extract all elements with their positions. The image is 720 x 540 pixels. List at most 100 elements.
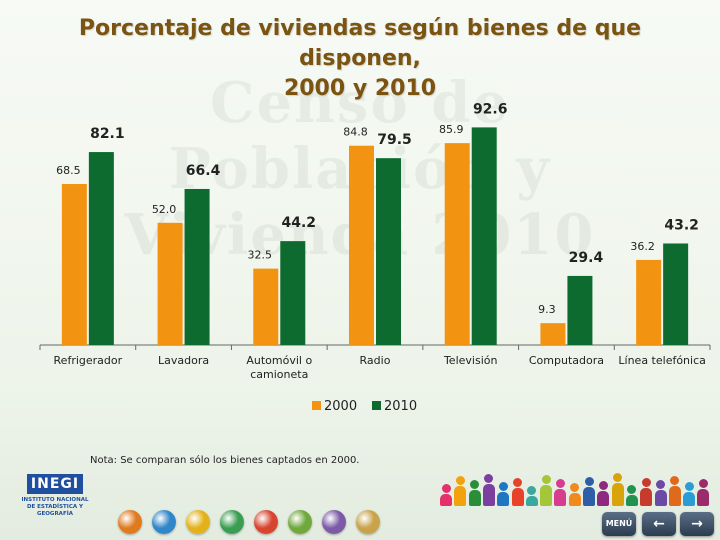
person-head [641, 478, 651, 487]
category-label: camioneta [250, 368, 308, 381]
data-label-2010: 92.6 [473, 101, 508, 117]
logo-text-line2: DE ESTADÍSTICA Y GEOGRAFÍA [26, 504, 84, 517]
person-figure-icon [583, 477, 595, 506]
logo-text: INSTITUTO NACIONAL DE ESTADÍSTICA Y GEOG… [10, 497, 100, 518]
person-figure-icon [525, 486, 538, 506]
bar-2010 [471, 127, 497, 345]
data-label-2010: 79.5 [377, 132, 412, 148]
section-nav-icon[interactable] [118, 510, 142, 534]
person-head [570, 483, 580, 492]
legend-swatch-2010 [372, 401, 381, 410]
section-nav-icon[interactable] [186, 510, 210, 534]
arrow-right-icon: → [691, 516, 703, 532]
person-body [440, 494, 452, 506]
category-label: Refrigerador [54, 354, 123, 367]
chart-title: Porcentaje de viviendas según bienes de … [20, 14, 700, 104]
arrow-left-icon: ← [653, 516, 665, 532]
person-head [670, 476, 680, 485]
legend-label-2010: 2010 [384, 399, 417, 414]
data-label-2000: 36.2 [630, 240, 655, 253]
person-figure-icon [668, 476, 681, 506]
data-label-2010: 43.2 [664, 217, 699, 233]
person-head [484, 474, 494, 483]
bar-2000 [61, 184, 87, 345]
person-body [454, 486, 467, 506]
person-figure-icon [554, 479, 567, 506]
person-figure-icon [625, 485, 638, 506]
person-figure-icon [654, 480, 667, 506]
person-head [441, 484, 451, 493]
bar-2000 [253, 268, 279, 345]
person-figure-icon [440, 484, 452, 506]
section-nav-icon[interactable] [152, 510, 176, 534]
data-label-2000: 85.9 [439, 123, 464, 136]
section-nav-icon[interactable] [220, 510, 244, 534]
data-label-2000: 68.5 [56, 164, 81, 177]
person-head [598, 481, 608, 490]
data-label-2000: 52.0 [152, 203, 177, 216]
bar-2010 [376, 158, 401, 345]
bar-2000 [540, 323, 566, 345]
category-label: Línea telefónica [618, 354, 705, 367]
legend-swatch-2000 [312, 401, 321, 410]
person-figure-icon [611, 473, 624, 506]
bar-2000 [444, 143, 470, 345]
logo-text-line1: INSTITUTO NACIONAL [21, 497, 89, 503]
chart-title-line1: Porcentaje de viviendas según bienes de … [78, 16, 642, 71]
person-body [697, 489, 710, 506]
person-body [540, 485, 553, 506]
category-label: Automóvil o [246, 354, 312, 367]
person-figure-icon [454, 476, 467, 506]
category-label: Computadora [529, 354, 604, 367]
bar-2010 [280, 241, 306, 345]
data-label-2000: 9.3 [538, 303, 556, 316]
bar-2010 [663, 243, 689, 345]
bar-2010 [567, 275, 593, 345]
legend-label-2000: 2000 [324, 399, 357, 414]
person-figure-icon [697, 479, 710, 506]
person-head [541, 475, 551, 484]
data-label-2010: 44.2 [282, 215, 317, 231]
person-figure-icon [497, 482, 510, 506]
person-head [455, 476, 465, 485]
section-nav-icon[interactable] [288, 510, 312, 534]
person-body [525, 496, 538, 506]
person-head [470, 480, 480, 489]
menu-button[interactable]: MENÚ [602, 512, 636, 536]
category-label: Televisión [443, 354, 498, 367]
person-body [583, 487, 595, 506]
person-body [597, 491, 610, 506]
bar-2000 [157, 222, 183, 345]
footnote: Nota: Se comparan sólo los bienes captad… [90, 455, 360, 466]
person-body [568, 493, 581, 506]
bar-2000 [636, 259, 662, 345]
person-head [527, 486, 537, 495]
section-nav-icon[interactable] [356, 510, 380, 534]
person-body [554, 489, 567, 506]
person-head [584, 477, 594, 486]
section-nav-icon[interactable] [254, 510, 278, 534]
person-head [698, 479, 708, 488]
bar-chart: 68.5 82.1 Refrigerador 52.0 66.4 Lavadora 32.5… [39, 101, 711, 414]
data-label-2010: 66.4 [186, 163, 221, 179]
person-figure-icon [640, 478, 653, 506]
data-label-2010: 82.1 [90, 126, 125, 142]
person-body [497, 492, 510, 506]
person-head [513, 478, 522, 487]
data-label-2000: 32.5 [248, 249, 273, 262]
person-head [656, 480, 665, 489]
data-label-2010: 29.4 [569, 250, 604, 266]
next-button[interactable]: → [680, 512, 714, 536]
person-body [668, 486, 681, 506]
person-body [683, 492, 696, 506]
section-nav-icon[interactable] [322, 510, 346, 534]
person-figure-icon [540, 475, 553, 506]
logo-mark: INEGI [26, 474, 84, 494]
person-figure-icon [597, 481, 610, 506]
person-body [511, 488, 524, 506]
category-label: Radio [360, 354, 391, 367]
back-button[interactable]: ← [642, 512, 676, 536]
person-head [613, 473, 623, 482]
person-body [640, 488, 653, 506]
person-body [468, 490, 481, 506]
